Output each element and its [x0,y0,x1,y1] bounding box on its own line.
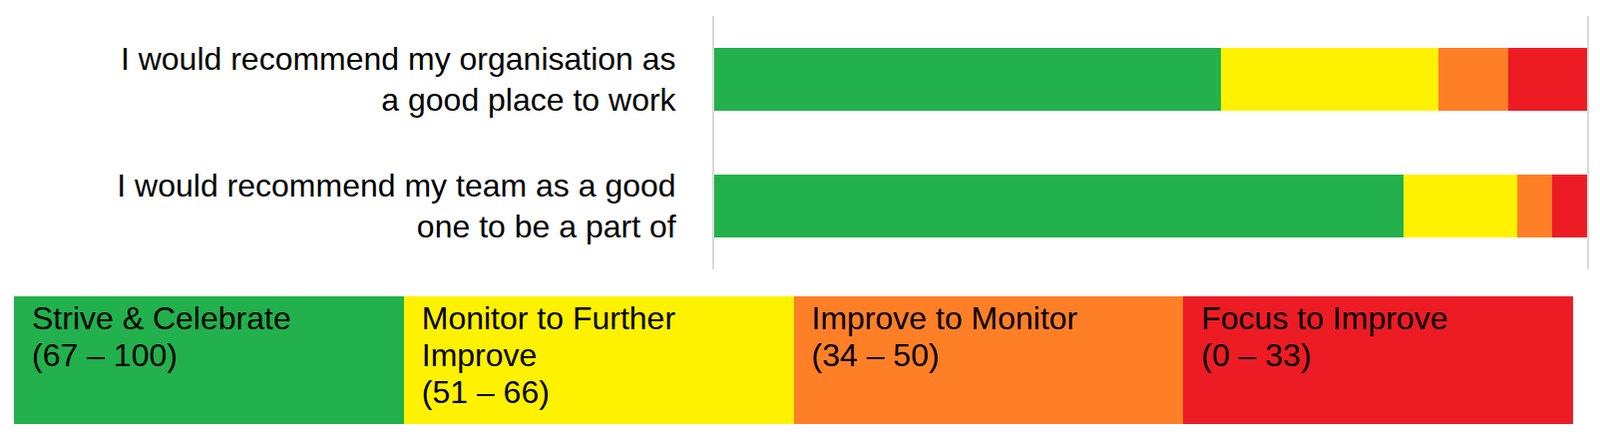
html-text:Strive & Celebrate (67 – 100): Strive & Celebrate (67 – 100) [31,300,291,374]
svg-text:I would recommend my organisat: I would recommend my organisation asa go… [120,40,678,119]
html-text:Monitor to Further Improve (51: Monitor to Further Improve (51 – 66) [421,300,676,410]
html-text:Improve to Monitor (34 – 50): Improve to Monitor (34 – 50) [811,300,1078,374]
html-text:Focus to Improve (0 – 33): Focus to Improve (0 – 33) [1201,300,1448,374]
svg-text:I would recommend my team as a: I would recommend my team as a goodone t… [116,167,676,246]
